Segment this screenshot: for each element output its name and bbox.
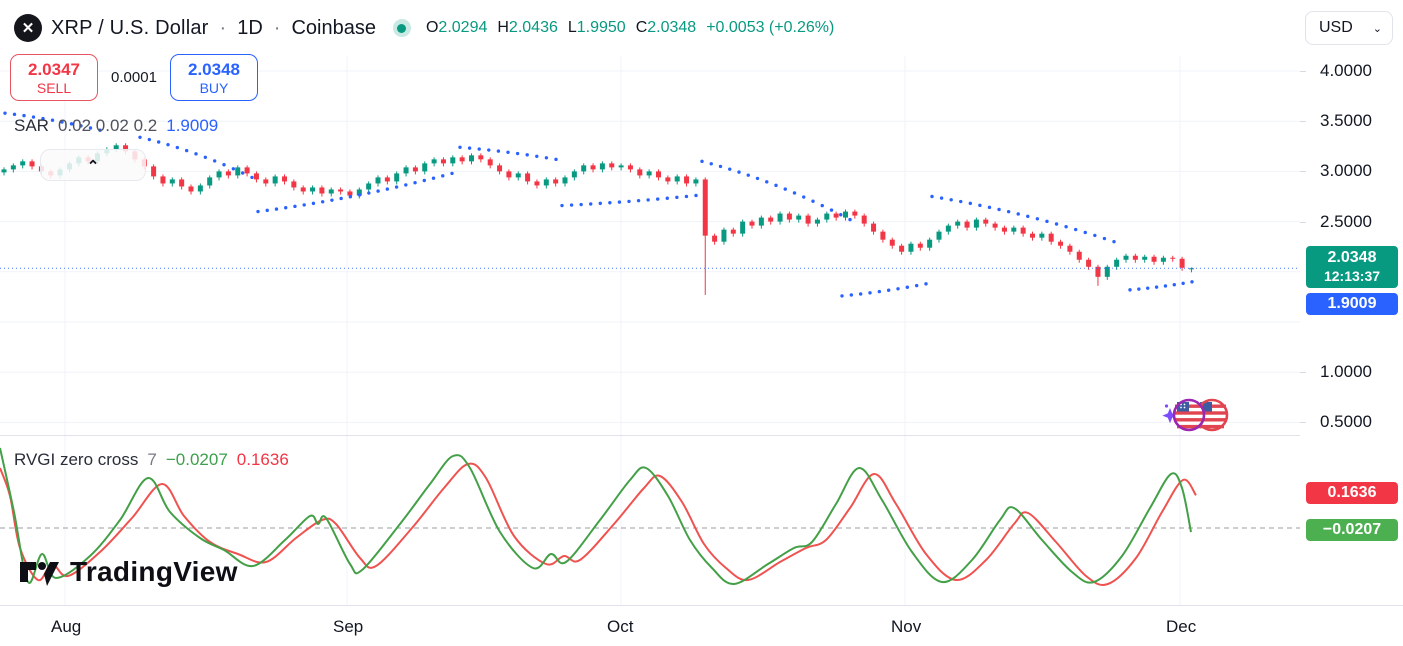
sar-indicator-legend[interactable]: SAR 0.02 0.02 0.2 1.9009 xyxy=(14,116,218,136)
price-tick-label: 4.0000 xyxy=(1320,61,1372,80)
sell-price: 2.0347 xyxy=(28,60,80,79)
collapse-legend-button[interactable]: ⌃ xyxy=(40,149,146,181)
exchange-label[interactable]: Coinbase xyxy=(291,16,376,39)
price-tick-mark xyxy=(1300,372,1306,374)
symbol-title-row[interactable]: ✕ XRP / U.S. Dollar · 1D · Coinbase O2.0… xyxy=(14,14,834,42)
rvgi-red-value: 0.1636 xyxy=(236,450,289,469)
top-bar: ✕ XRP / U.S. Dollar · 1D · Coinbase O2.0… xyxy=(0,0,1403,56)
trade-widget: 2.0347 SELL 0.0001 2.0348 BUY xyxy=(10,54,258,101)
change-value: +0.0053 (+0.26%) xyxy=(706,19,835,36)
month-label: Aug xyxy=(51,617,82,636)
sar-name: SAR xyxy=(14,116,49,135)
chart-canvas[interactable] xyxy=(0,0,1300,605)
tradingview-logo-icon xyxy=(20,562,59,586)
pane-separator[interactable] xyxy=(0,435,1403,436)
high-label: H xyxy=(497,19,509,36)
price-tick-label: 0.5000 xyxy=(1320,412,1372,432)
spread-value: 0.0001 xyxy=(111,69,157,86)
price-tick-label: 2.5000 xyxy=(1320,211,1372,231)
close-label: C xyxy=(635,19,648,36)
ohlc-readout: O2.0294 H2.0436 L1.9950 C2.0348 +0.0053 … xyxy=(426,19,834,37)
chevron-down-icon: ⌄ xyxy=(1372,22,1382,35)
price-axis[interactable]: 4.0000 3.5000 3.0000 2.5000 1.0000 0.5000 2.0… xyxy=(1300,0,1403,605)
high-value: 2.0436 xyxy=(508,19,558,36)
sar-params: 0.02 0.02 0.2 xyxy=(57,116,158,135)
sar-price-badge: 1.9009 xyxy=(1306,293,1398,316)
month-label: Nov xyxy=(891,617,922,636)
price-tick-mark xyxy=(1300,422,1306,424)
price-tick-mark xyxy=(1300,171,1306,173)
rvgi-indicator-legend[interactable]: RVGI zero cross 7 −0.0207 0.1636 xyxy=(14,450,289,470)
month-label: Sep xyxy=(333,617,364,636)
price-tick-mark xyxy=(1300,221,1306,223)
open-value: 2.0294 xyxy=(438,19,488,36)
rvgi-length: 7 xyxy=(147,450,157,469)
chevron-up-icon: ⌃ xyxy=(86,158,100,175)
price-tick-mark xyxy=(1300,71,1306,72)
sell-label: SELL xyxy=(36,80,72,97)
price-tick-label: 3.0000 xyxy=(1320,161,1372,181)
last-price-value: 2.0348 xyxy=(1327,249,1377,267)
low-value: 1.9950 xyxy=(576,19,626,36)
low-label: L xyxy=(567,19,577,36)
interval-label[interactable]: 1D xyxy=(237,16,263,39)
month-label: Dec xyxy=(1166,617,1197,636)
market-status-icon xyxy=(392,19,411,37)
currency-value: USD xyxy=(1319,19,1353,36)
sell-button[interactable]: 2.0347 SELL xyxy=(10,54,98,101)
rvgi-green-value: −0.0207 xyxy=(165,450,228,469)
title-separator: · xyxy=(273,16,281,39)
rvgi-name: RVGI zero cross xyxy=(14,450,139,469)
price-tick-label: 3.5000 xyxy=(1320,111,1372,131)
symbol-name[interactable]: XRP / U.S. Dollar xyxy=(51,16,209,39)
currency-flags-badge[interactable] xyxy=(1162,392,1236,445)
time-axis-separator xyxy=(0,605,1403,606)
open-label: O xyxy=(425,19,439,36)
bar-countdown: 12:13:37 xyxy=(1323,268,1381,285)
time-axis[interactable]: Aug Sep Oct Nov Dec xyxy=(0,606,1403,646)
buy-button[interactable]: 2.0348 BUY xyxy=(170,54,258,101)
tradingview-logo[interactable]: TradingView xyxy=(18,556,238,588)
currency-dropdown[interactable]: USD ⌄ xyxy=(1305,11,1393,45)
rvgi-green-badge: −0.0207 xyxy=(1306,519,1398,542)
usd-flag-icon-left xyxy=(1172,398,1206,432)
buy-price: 2.0348 xyxy=(188,60,240,79)
last-price-badge: 2.0348 12:13:37 xyxy=(1306,246,1398,288)
sar-value: 1.9009 xyxy=(166,116,219,135)
rvgi-red-badge: 0.1636 xyxy=(1306,482,1398,505)
price-tick-mark xyxy=(1300,121,1306,123)
sparkle-icon xyxy=(1162,408,1178,424)
month-label: Oct xyxy=(607,617,634,636)
price-tick-label: 1.0000 xyxy=(1320,362,1372,382)
title-separator: · xyxy=(219,16,227,39)
xrp-logo-icon: ✕ xyxy=(14,14,42,42)
close-value: 2.0348 xyxy=(647,19,697,36)
tradingview-logo-text: TradingView xyxy=(70,556,238,587)
buy-label: BUY xyxy=(199,80,229,97)
